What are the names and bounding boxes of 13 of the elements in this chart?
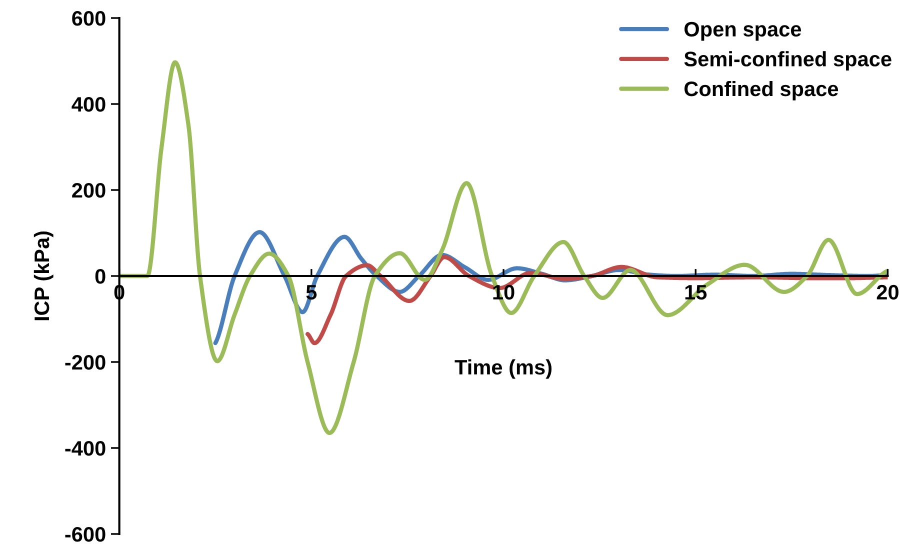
legend-label: Open space bbox=[684, 22, 802, 41]
y-tick-label: 200 bbox=[72, 183, 106, 198]
legend-label: Confined space bbox=[684, 80, 838, 100]
y-tick-label: -600 bbox=[65, 526, 106, 542]
y-tick-label: -200 bbox=[65, 355, 106, 370]
y-axis-title: ICP (kPa) bbox=[34, 231, 54, 320]
y-tick-label: -400 bbox=[65, 440, 106, 456]
legend-label: Semi-confined space bbox=[684, 51, 892, 71]
x-tick-label: 20 bbox=[876, 284, 898, 300]
y-tick-label: 600 bbox=[72, 11, 106, 26]
y-tick-label: 400 bbox=[72, 97, 106, 112]
x-axis-title: Time (ms) bbox=[454, 359, 552, 379]
y-tick-label: 0 bbox=[95, 269, 106, 284]
